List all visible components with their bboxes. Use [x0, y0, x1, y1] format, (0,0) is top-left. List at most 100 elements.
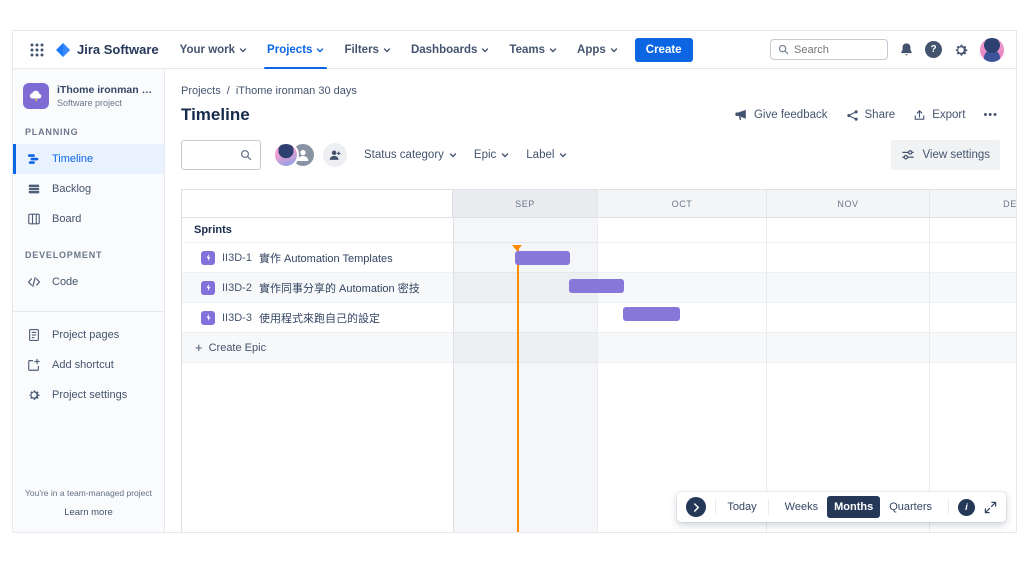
chevron-down-icon	[316, 46, 324, 54]
month-gridline	[597, 218, 598, 532]
sidebar-item-add-shortcut[interactable]: Add shortcut	[13, 350, 164, 380]
month-header-dec: DEC	[929, 190, 1016, 218]
chevron-down-icon	[549, 46, 557, 54]
timeline-search-input[interactable]	[190, 149, 240, 161]
learn-more-link[interactable]: Learn more	[64, 507, 113, 518]
fullscreen-expand-icon[interactable]	[984, 501, 997, 514]
add-person-icon[interactable]	[323, 143, 347, 167]
help-icon[interactable]: ?	[925, 41, 942, 58]
section-title-planning: PLANNING	[25, 127, 79, 137]
epic-icon	[201, 310, 215, 325]
sidebar-item-board[interactable]: Board	[13, 204, 164, 234]
header-actions: Give feedback Share Export	[734, 108, 1000, 122]
project-type: Software project	[57, 98, 123, 108]
export-button[interactable]: Export	[913, 109, 965, 122]
project-avatar	[23, 83, 49, 109]
epic-row-label-II3D-1[interactable]: II3D-1 實作 Automation Templates	[182, 243, 453, 272]
user-avatar[interactable]	[980, 37, 1004, 62]
chevron-down-icon	[481, 46, 489, 54]
board-icon	[26, 212, 42, 226]
notifications-bell-icon[interactable]	[899, 42, 914, 57]
sprints-group-row: Sprints	[182, 218, 1016, 243]
project-header[interactable]: iThome ironman 30 da... Software project	[13, 83, 164, 111]
plus-icon: +	[195, 340, 203, 355]
breadcrumb-separator: /	[226, 85, 230, 97]
add-shortcut-icon	[26, 358, 42, 372]
scale-months-button[interactable]: Months	[827, 496, 881, 518]
epic-row: II3D-1 實作 Automation Templates	[182, 243, 1016, 273]
epic-row-label-II3D-2[interactable]: II3D-2 實作同事分享的 Automation 密技	[182, 273, 453, 302]
view-settings-button[interactable]: View settings	[891, 140, 1000, 170]
nav-item-dashboards[interactable]: Dashboards	[402, 31, 498, 69]
sidebar-item-timeline[interactable]: Timeline	[13, 144, 164, 174]
chevron-down-icon	[610, 46, 618, 54]
app-switcher-icon[interactable]	[25, 38, 49, 62]
chevron-down-icon	[449, 151, 457, 159]
global-search-input[interactable]	[794, 43, 880, 56]
top-navigation: Jira Software Your work Projects Filters…	[13, 31, 1016, 70]
info-icon[interactable]: i	[958, 498, 975, 516]
sprints-group-label: Sprints	[194, 224, 232, 236]
timeline-search[interactable]	[181, 140, 261, 170]
today-marker-line	[517, 249, 519, 532]
create-epic-button[interactable]: + Create Epic	[195, 340, 267, 355]
divider	[715, 499, 717, 515]
breadcrumb-project-name[interactable]: iThome ironman 30 days	[235, 85, 357, 97]
epic-icon	[201, 250, 215, 265]
sprint-bar-II3D-1[interactable]	[515, 251, 570, 265]
status-category-filter[interactable]: Status category	[364, 149, 457, 161]
timeline-zoom-bar: Today Weeks Months Quarters i	[677, 492, 1006, 522]
sidebar-item-project-pages[interactable]: Project pages	[13, 320, 164, 350]
create-button[interactable]: Create	[634, 37, 693, 62]
month-header-sep: SEP	[453, 190, 597, 218]
month-header-oct: OCT	[597, 190, 766, 218]
list-chart-divider	[453, 218, 454, 532]
sprint-bar-II3D-3[interactable]	[623, 307, 680, 321]
timeline-rows: Sprints II3D-1 實作 Automation Templates	[182, 218, 1016, 363]
nav-item-projects[interactable]: Projects	[258, 31, 333, 70]
chevron-down-icon	[501, 151, 509, 159]
jira-logo[interactable]: Jira Software	[53, 42, 169, 58]
scale-quarters-button[interactable]: Quarters	[889, 501, 932, 513]
scroll-right-button[interactable]	[686, 497, 707, 517]
more-actions-icon[interactable]: •••	[983, 109, 998, 121]
breadcrumb: Projects / iThome ironman 30 days	[181, 83, 1000, 99]
avatar-user-1[interactable]	[273, 142, 299, 168]
today-button[interactable]: Today	[727, 501, 757, 513]
chevron-right-icon	[693, 502, 700, 512]
project-settings-gear-icon	[26, 388, 42, 402]
nav-item-your-work[interactable]: Your work	[171, 31, 256, 69]
share-icon	[846, 109, 859, 122]
give-feedback-button[interactable]: Give feedback	[734, 108, 828, 122]
share-button[interactable]: Share	[846, 109, 895, 122]
epic-row-label-II3D-3[interactable]: II3D-3 使用程式來跑自己的設定	[182, 303, 453, 332]
nav-item-apps[interactable]: Apps	[568, 31, 627, 69]
divider	[767, 499, 769, 515]
export-icon	[913, 109, 926, 122]
timeline-icon	[26, 152, 42, 166]
sidebar-item-code[interactable]: Code	[13, 267, 164, 297]
nav-right-group: ?	[770, 37, 1004, 62]
project-name: iThome ironman 30 da...	[57, 84, 154, 96]
nav-item-filters[interactable]: Filters	[335, 31, 400, 69]
label-filter[interactable]: Label	[526, 149, 567, 161]
breadcrumb-projects[interactable]: Projects	[181, 85, 221, 97]
sidebar-item-project-settings[interactable]: Project settings	[13, 380, 164, 410]
megaphone-icon	[734, 108, 748, 122]
chevron-down-icon	[383, 46, 391, 54]
sprint-bar-II3D-2[interactable]	[569, 279, 624, 293]
epic-filter[interactable]: Epic	[474, 149, 509, 161]
page-title: Timeline	[181, 105, 250, 124]
project-sidebar: iThome ironman 30 da... Software project…	[13, 69, 165, 532]
chevron-down-icon	[559, 151, 567, 159]
nav-item-teams[interactable]: Teams	[500, 31, 566, 69]
timeline-toolbar: Status category Epic Label View settings	[181, 140, 1000, 170]
month-header-nov: NOV	[766, 190, 929, 218]
timeline-list-header	[182, 190, 453, 218]
epic-row: II3D-3 使用程式來跑自己的設定	[182, 303, 1016, 333]
app-window: Jira Software Your work Projects Filters…	[12, 30, 1017, 533]
global-search[interactable]	[770, 39, 888, 60]
settings-gear-icon[interactable]	[953, 42, 969, 58]
sidebar-item-backlog[interactable]: Backlog	[13, 174, 164, 204]
scale-weeks-button[interactable]: Weeks	[784, 501, 819, 513]
